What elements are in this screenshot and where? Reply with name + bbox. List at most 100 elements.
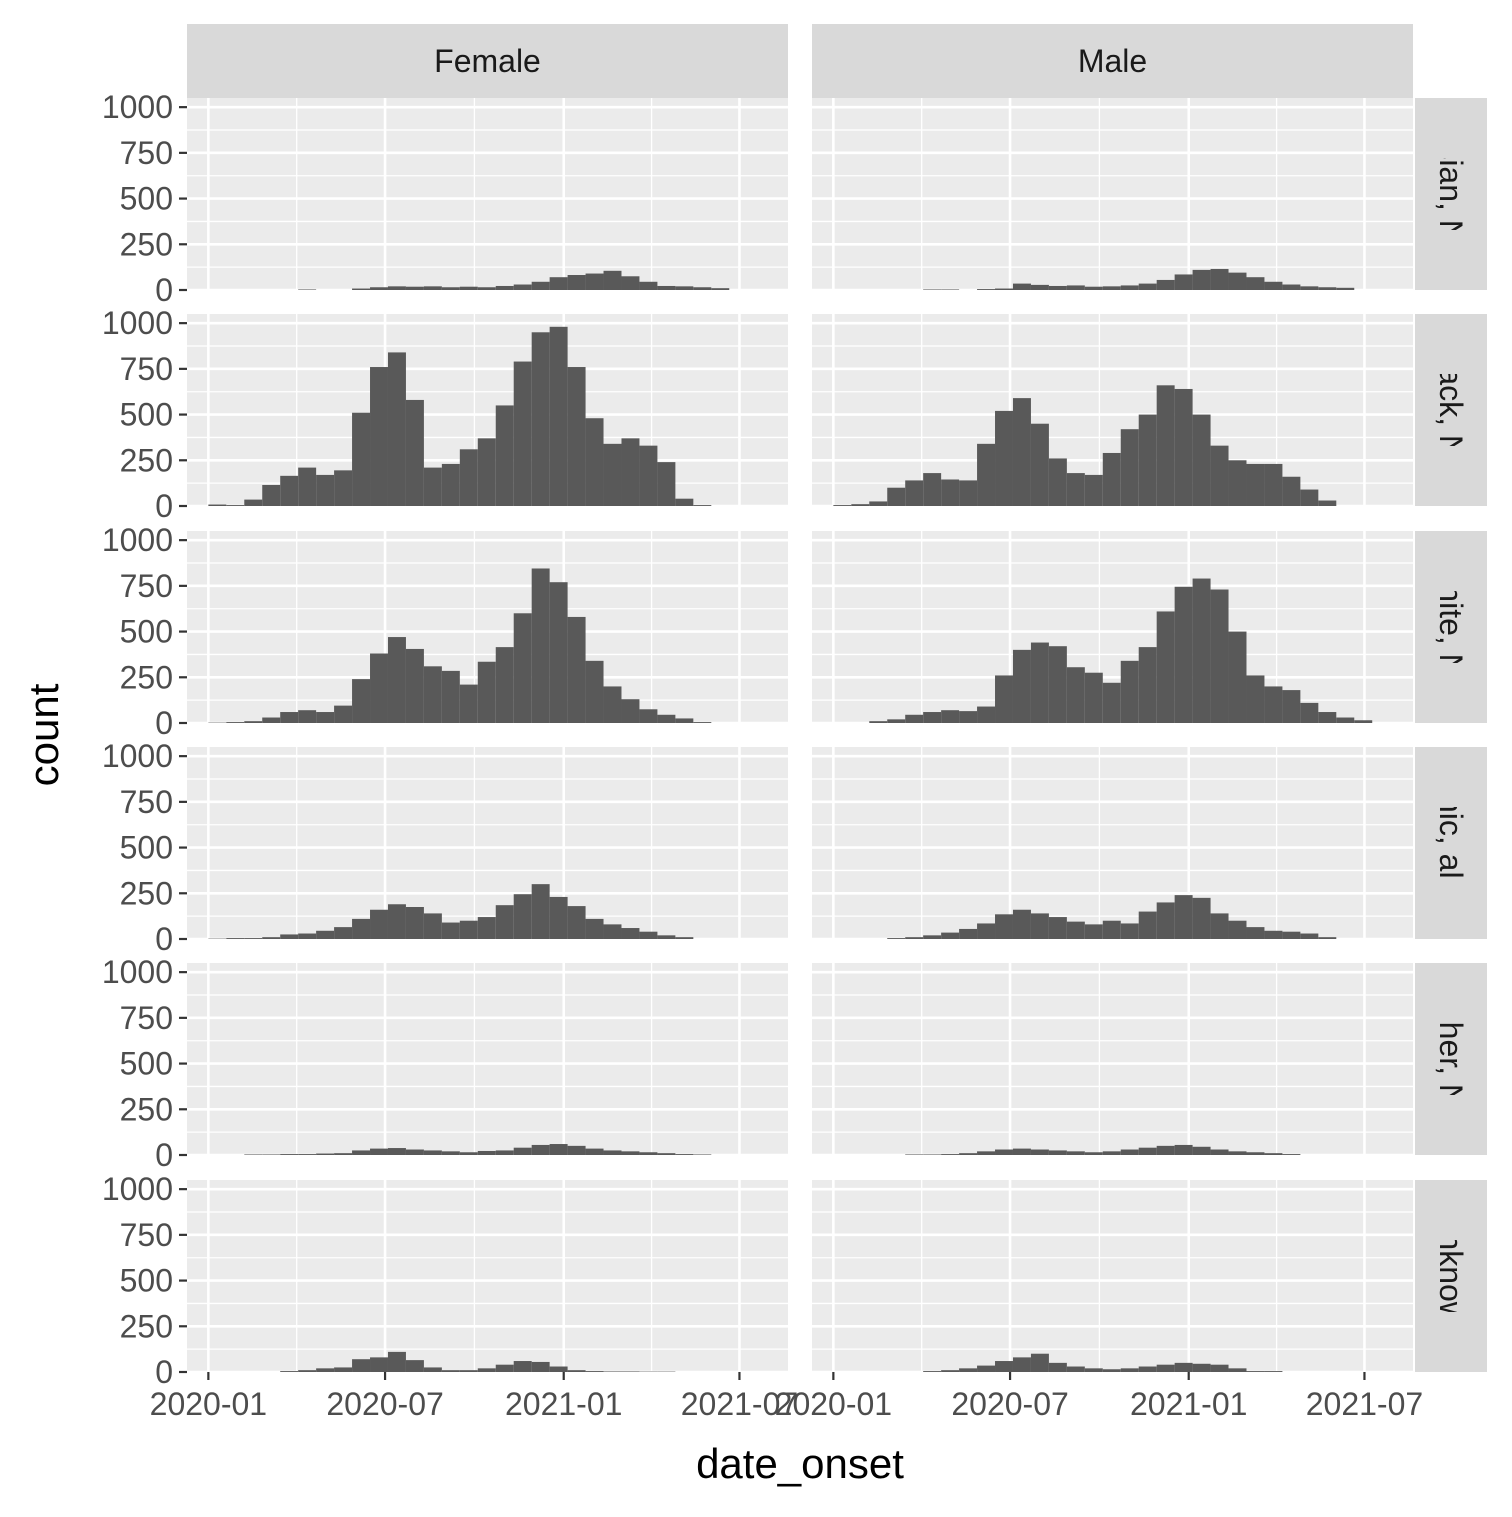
x-tick-label: 2020-07: [951, 1386, 1068, 1422]
histogram-bar: [316, 712, 334, 723]
histogram-bar: [977, 289, 995, 290]
histogram-bar: [352, 1359, 370, 1372]
y-tick-label: 500: [120, 1046, 173, 1082]
histogram-bar: [586, 661, 604, 723]
histogram-bar: [1085, 673, 1103, 723]
histogram-bar: [424, 1367, 442, 1372]
histogram-bar: [1282, 932, 1300, 939]
histogram-bar: [298, 289, 316, 290]
column-strip-female: Female: [187, 24, 788, 98]
histogram-bar: [1067, 473, 1085, 506]
histogram-bar: [226, 938, 244, 939]
histogram-bar: [298, 934, 316, 939]
histogram-bar: [208, 505, 226, 506]
histogram-bar: [1300, 703, 1318, 723]
histogram-bar: [532, 1145, 550, 1155]
histogram-bar: [675, 1154, 693, 1155]
row-strip-white-nh: White, NH: [1415, 531, 1487, 723]
histogram-bar: [1013, 284, 1031, 290]
panel-layer: [187, 98, 1413, 1372]
histogram-bar: [1175, 274, 1193, 290]
histogram-bar: [514, 894, 532, 939]
y-tick-label: 0: [155, 1137, 173, 1173]
histogram-bar: [334, 927, 352, 939]
histogram-bar: [851, 504, 869, 506]
y-tick-label: 250: [120, 875, 173, 911]
y-tick-label: 0: [155, 488, 173, 524]
histogram-bar: [657, 715, 675, 723]
panel-background: [187, 747, 788, 939]
y-tick-label: 1000: [102, 954, 173, 990]
panel-female-unknown: [187, 1180, 788, 1372]
histogram-bar: [568, 617, 586, 723]
histogram-bar: [657, 462, 675, 506]
histogram-bar: [460, 685, 478, 723]
histogram-bar: [604, 1150, 622, 1155]
histogram-bar: [1354, 720, 1372, 723]
histogram-bar: [995, 1361, 1013, 1372]
histogram-bar: [1157, 902, 1175, 939]
x-tick-label: 2021-07: [1306, 1386, 1423, 1422]
histogram-bar: [1085, 475, 1103, 506]
histogram-bar: [1103, 453, 1121, 506]
histogram-bar: [1049, 286, 1067, 290]
histogram-bar: [639, 282, 657, 290]
histogram-bar: [941, 1370, 959, 1372]
histogram-bar: [280, 1154, 298, 1155]
panel-background: [812, 963, 1413, 1155]
panel-male-other-nh: [812, 963, 1413, 1155]
histogram-bar: [675, 937, 693, 939]
histogram-bar: [532, 568, 550, 723]
histogram-bar: [1013, 1357, 1031, 1372]
histogram-bar: [370, 654, 388, 723]
row-strip-other-nh: Other, NH: [1415, 963, 1487, 1155]
histogram-bar: [941, 289, 959, 290]
y-tick-label: 1000: [102, 738, 173, 774]
histogram-bar: [1103, 683, 1121, 723]
histogram-bar: [316, 931, 334, 939]
y-axis-title: count: [20, 683, 67, 786]
histogram-bar: [1300, 490, 1318, 506]
histogram-bar: [1211, 269, 1229, 290]
histogram-bar: [995, 1150, 1013, 1155]
panel-background: [812, 1180, 1413, 1372]
histogram-bar: [1103, 921, 1121, 939]
y-tick-label: 0: [155, 272, 173, 308]
histogram-bar: [639, 709, 657, 723]
histogram-bar: [316, 1154, 334, 1155]
histogram-bar: [959, 1153, 977, 1155]
histogram-bar: [639, 932, 657, 939]
histogram-bar: [460, 1370, 478, 1372]
histogram-bar: [460, 921, 478, 939]
histogram-bar: [298, 1370, 316, 1372]
panel-background: [187, 963, 788, 1155]
histogram-bar: [496, 1365, 514, 1372]
histogram-bar: [532, 282, 550, 290]
histogram-bar: [1193, 898, 1211, 939]
histogram-bar: [1229, 1368, 1247, 1372]
histogram-bar: [442, 1370, 460, 1372]
y-tick-label: 1000: [102, 89, 173, 125]
histogram-bar: [226, 722, 244, 723]
y-tick-label: 0: [155, 1354, 173, 1390]
histogram-bar: [370, 1357, 388, 1372]
histogram-bar: [1103, 1369, 1121, 1372]
histogram-bar: [1121, 923, 1139, 939]
histogram-bar: [1318, 712, 1336, 723]
histogram-bar: [280, 1371, 298, 1372]
row-strip-hispanic-all-races: Hispanic, all races: [1415, 713, 1487, 973]
histogram-bar: [460, 449, 478, 506]
histogram-bar: [675, 286, 693, 290]
histogram-bar: [1067, 285, 1085, 290]
histogram-bar: [1013, 398, 1031, 506]
histogram-bar: [1175, 1363, 1193, 1372]
histogram-bar: [1067, 1151, 1085, 1155]
y-tick-label: 500: [120, 830, 173, 866]
histogram-bar: [586, 274, 604, 290]
histogram-bar: [1139, 415, 1157, 506]
histogram-bar: [639, 1152, 657, 1155]
histogram-bar: [388, 1352, 406, 1372]
panel-male-black-nh: [812, 314, 1413, 506]
histogram-bar: [869, 501, 887, 506]
histogram-bar: [1175, 1145, 1193, 1155]
